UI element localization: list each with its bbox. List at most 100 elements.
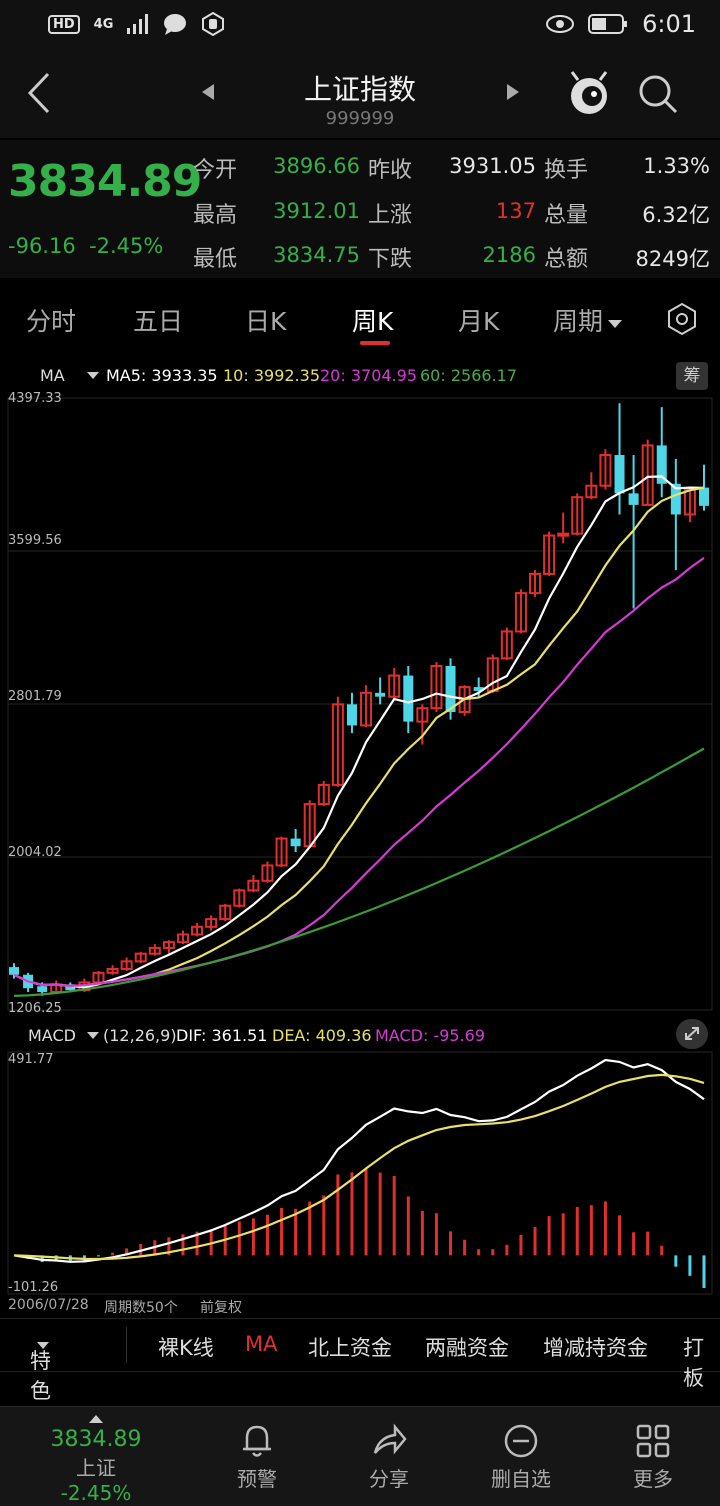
macd-params: (12,26,9) xyxy=(103,1026,177,1045)
clock: 6:01 xyxy=(642,10,696,38)
minus-circle-icon xyxy=(504,1424,538,1458)
macd-tick-top: 491.77 xyxy=(8,1052,54,1067)
candle-body-14 xyxy=(205,918,218,928)
candle-body-23 xyxy=(331,703,344,786)
tab-period-label: 周期 xyxy=(553,307,604,336)
candle-body-40 xyxy=(571,496,584,535)
start-date: 2006/07/28 xyxy=(8,1297,89,1313)
indicator-ma[interactable]: MA xyxy=(245,1332,278,1356)
chart-frame xyxy=(7,397,713,1011)
dea-value: DEA: 409.36 xyxy=(272,1026,372,1045)
candle-body-44 xyxy=(628,493,639,505)
indicator-holdings[interactable]: 增减持资金 xyxy=(543,1336,648,1360)
ma-legend: MA MA5: 3933.35 10: 3992.35 20: 3704.95 … xyxy=(0,362,720,390)
tab-monthly-k[interactable]: 月K xyxy=(458,307,500,336)
dif-value: DIF: 361.51 xyxy=(176,1026,268,1045)
signal-label: 4G xyxy=(93,16,114,32)
candle-body-31 xyxy=(445,665,456,713)
quote-panel: 3834.89 -96.16 -2.45% 今开 3896.66 昨收 3931… xyxy=(0,140,720,278)
candle-body-42 xyxy=(599,454,612,487)
signal-icon xyxy=(127,14,149,34)
candle-body-38 xyxy=(543,534,556,575)
ma10-line xyxy=(13,486,705,988)
tab-weekly-k[interactable]: 周K xyxy=(352,307,394,336)
alert-label: 预警 xyxy=(237,1467,277,1491)
status-bar: HD 4G 6:01 xyxy=(0,0,720,48)
tab-period[interactable]: 周期 xyxy=(553,302,623,338)
nav-change-pct: -2.45% xyxy=(60,1481,132,1505)
indicator-limit-up[interactable]: 打板 xyxy=(683,1336,704,1390)
candle-body-10 xyxy=(148,946,161,955)
candle-body-45 xyxy=(641,444,654,506)
candle-body-41 xyxy=(585,484,598,499)
share-button[interactable]: 分享 xyxy=(334,1417,444,1492)
chip-distribution-button[interactable]: 筹 xyxy=(676,362,708,390)
indicator-bare-k[interactable]: 裸K线 xyxy=(158,1336,214,1360)
candle-body-4 xyxy=(65,984,76,991)
stock-code: 999999 xyxy=(325,108,395,129)
candle-body-17 xyxy=(247,879,260,892)
remove-watchlist-label: 删自选 xyxy=(491,1467,551,1491)
label-advancers: 上涨 xyxy=(368,203,413,228)
candle-body-37 xyxy=(529,572,542,595)
macd-bars xyxy=(26,1168,706,1288)
previous-stock-icon[interactable] xyxy=(200,82,216,102)
tab-daily-k[interactable]: 日K xyxy=(245,307,287,336)
macd-value: MACD: -95.69 xyxy=(375,1026,486,1045)
settings-icon[interactable] xyxy=(665,302,699,336)
hd-badge: HD xyxy=(48,14,80,34)
candle-body-18 xyxy=(261,864,274,882)
back-icon[interactable] xyxy=(22,70,62,116)
expand-button[interactable] xyxy=(676,1019,708,1049)
price-change: -96.16 -2.45% xyxy=(8,234,163,258)
eye-icon xyxy=(546,15,575,33)
more-button[interactable]: 更多 xyxy=(598,1417,708,1492)
next-stock-icon[interactable] xyxy=(505,82,521,102)
candle-body-12 xyxy=(176,933,189,944)
grid-icon xyxy=(636,1424,670,1458)
adjust-mode[interactable]: 前复权 xyxy=(200,1300,242,1316)
indicator-margin[interactable]: 两融资金 xyxy=(425,1336,509,1360)
macd-label[interactable]: MACD xyxy=(28,1026,76,1045)
tab-intraday[interactable]: 分时 xyxy=(26,307,77,336)
indicator-special[interactable]: 特色 xyxy=(30,1332,51,1403)
candle-body-16 xyxy=(233,889,246,907)
macd-lines xyxy=(13,1058,705,1263)
chat-icon xyxy=(164,14,187,35)
bottom-nav: 3834.89 上证 -2.45% 预警 分享 删自选 更多 xyxy=(0,1406,720,1506)
nav-quote[interactable]: 3834.89 上证 -2.45% xyxy=(40,1427,152,1505)
value-turnover: 1.33% xyxy=(643,154,710,178)
value-low: 3834.75 xyxy=(273,243,360,267)
macd-dropdown-icon[interactable] xyxy=(87,1032,99,1040)
label-open: 今开 xyxy=(193,158,238,183)
ma-dropdown-icon[interactable] xyxy=(87,372,99,380)
robot-assistant-icon[interactable] xyxy=(566,70,612,116)
label-amount: 总额 xyxy=(544,247,589,272)
caret-up-icon[interactable] xyxy=(89,1415,103,1424)
indicator-northbound[interactable]: 北上资金 xyxy=(308,1336,392,1360)
candle-body-43 xyxy=(614,455,625,494)
dea-line xyxy=(13,1073,705,1261)
change-percent: -2.45% xyxy=(89,234,164,258)
kline-chart[interactable] xyxy=(0,390,720,1300)
candle-body-36 xyxy=(514,592,527,633)
candle-body-49 xyxy=(699,487,709,506)
bell-icon xyxy=(243,1425,271,1457)
ma20-line xyxy=(13,557,705,988)
y-tick-1: 4397.33 xyxy=(8,391,62,406)
share-icon xyxy=(373,1423,407,1455)
tab-five-day[interactable]: 五日 xyxy=(133,307,184,336)
ma5-value: MA5: 3933.35 xyxy=(106,366,218,385)
label-prev-close: 昨收 xyxy=(368,158,413,183)
y-tick-2: 3599.56 xyxy=(8,533,62,548)
candle-body-39 xyxy=(557,532,570,537)
alert-button[interactable]: 预警 xyxy=(202,1417,312,1492)
ma-label[interactable]: MA xyxy=(40,366,65,385)
search-icon[interactable] xyxy=(638,74,678,114)
chart-period-tabs: 分时 五日 日K 周K 月K 周期 xyxy=(0,288,720,350)
active-tab-indicator xyxy=(360,341,390,345)
chevron-down-icon xyxy=(37,1342,49,1349)
label-volume: 总量 xyxy=(544,203,589,228)
y-tick-3: 2801.79 xyxy=(8,689,62,704)
remove-watchlist-button[interactable]: 删自选 xyxy=(466,1417,576,1492)
